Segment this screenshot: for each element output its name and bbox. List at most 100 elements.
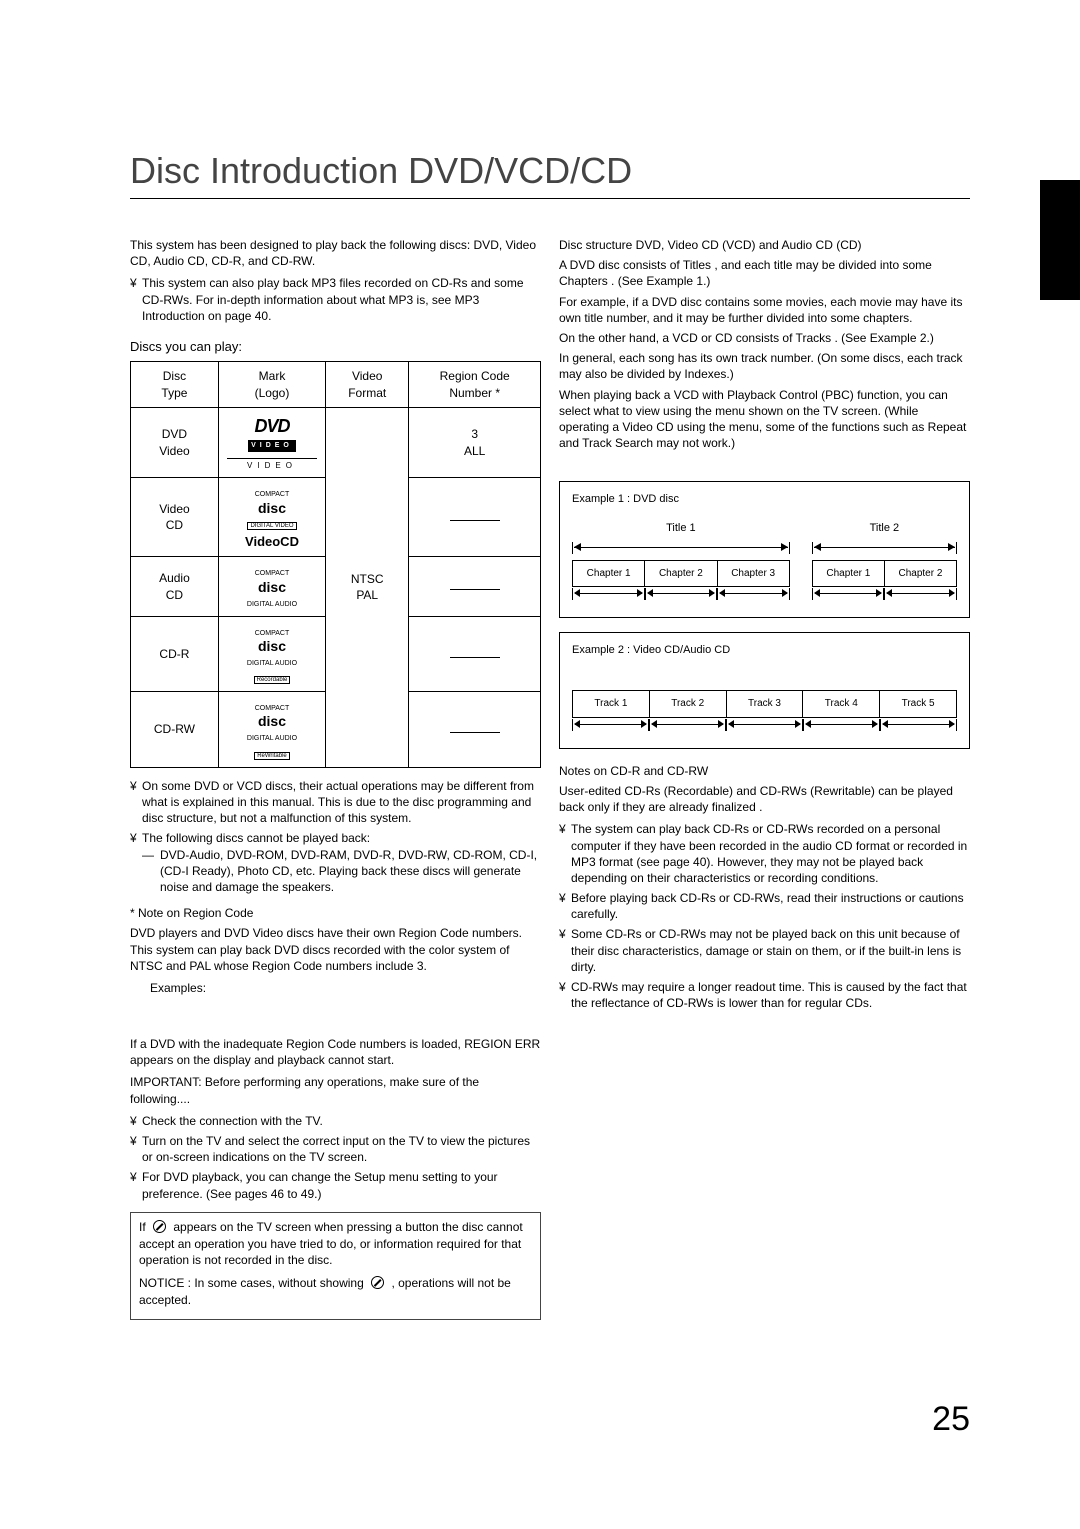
imp-2: Turn on the TV and select the correct in… bbox=[130, 1133, 541, 1165]
compact-label: COMPACT bbox=[255, 705, 289, 712]
row-cdrw-type: CD-RW bbox=[131, 692, 219, 768]
row-audiocd-type: Audio CD bbox=[131, 557, 219, 616]
cdr-disc-logo: COMPACT disc DIGITAL AUDIO Recordable bbox=[227, 630, 317, 683]
ex2-t4: Track 4 bbox=[803, 690, 880, 718]
cdr-n4: CD-RWs may require a longer readout time… bbox=[559, 979, 970, 1011]
row-cdrw-logo: COMPACT disc DIGITAL AUDIO ReWritable bbox=[218, 692, 325, 768]
region-err: If a DVD with the inadequate Region Code… bbox=[130, 1036, 541, 1068]
rewritable-label: ReWritable bbox=[254, 752, 290, 760]
important-head: IMPORTANT: Before performing any operati… bbox=[130, 1074, 541, 1106]
left-notes-list: On some DVD or VCD discs, their actual o… bbox=[130, 778, 541, 895]
ex1-ch2: Chapter 2 bbox=[645, 560, 717, 588]
prohibit-icon bbox=[371, 1276, 384, 1289]
th-disc-type: Disc Type bbox=[131, 362, 219, 407]
example-1-label: Example 1 : DVD disc bbox=[572, 492, 957, 507]
ex1-title-row: Title 1 Chapter 1 Chapter 2 Chapter 3 bbox=[572, 521, 957, 601]
digital-audio-label: DIGITAL AUDIO bbox=[247, 735, 297, 742]
row-audiocd-logo: COMPACT disc DIGITAL AUDIO bbox=[218, 557, 325, 616]
intro-p1: This system has been designed to play ba… bbox=[130, 237, 541, 269]
row-vcd-logo: COMPACT disc DIGITAL VIDEO VideoCD bbox=[218, 478, 325, 557]
row-dvd-logo: DVD VIDEO VIDEO bbox=[218, 407, 325, 478]
ex1-ch1: Chapter 1 bbox=[572, 560, 645, 588]
th-mark: Mark (Logo) bbox=[218, 362, 325, 407]
notice-p1a: If bbox=[139, 1220, 146, 1234]
ex1-title1-span bbox=[572, 542, 790, 554]
compact-label: COMPACT bbox=[255, 630, 289, 637]
right-column: Disc structure DVD, Video CD (VCD) and A… bbox=[559, 237, 970, 1320]
row-cdrw-region bbox=[409, 692, 541, 768]
notice-p2a: NOTICE : In some cases, without showing bbox=[139, 1276, 364, 1290]
compact-label: COMPACT bbox=[255, 491, 289, 498]
page-number: 25 bbox=[932, 1400, 970, 1439]
disc-label: disc bbox=[227, 714, 317, 728]
row-dvd-type: DVD Video bbox=[131, 407, 219, 478]
dash-icon bbox=[450, 520, 500, 521]
example-2-box: Example 2 : Video CD/Audio CD Track 1 Tr… bbox=[559, 632, 970, 748]
ex1-title2: Title 2 bbox=[812, 521, 957, 536]
cdr-n3: Some CD-Rs or CD-RWs may not be played b… bbox=[559, 926, 970, 975]
notice-p1: If appears on the TV screen when pressin… bbox=[139, 1219, 532, 1269]
region-note-head: * Note on Region Code bbox=[130, 905, 541, 921]
disc-table: Disc Type Mark (Logo) Video Format Regio… bbox=[130, 361, 541, 767]
ex2-t2: Track 2 bbox=[650, 690, 727, 718]
ex1-ch1b: Chapter 1 bbox=[812, 560, 885, 588]
cdr-notes: The system can play back CD-Rs or CD-RWs… bbox=[559, 821, 970, 1011]
disc-label: disc bbox=[227, 501, 317, 515]
digital-audio-label: DIGITAL AUDIO bbox=[247, 660, 297, 667]
ex1-arrows-2 bbox=[812, 587, 957, 601]
intro-bullets: This system can also play back MP3 files… bbox=[130, 275, 541, 324]
videocd-label: VideoCD bbox=[227, 533, 317, 551]
row-vcd-region bbox=[409, 478, 541, 557]
left-note-2-text: The following discs cannot be played bac… bbox=[142, 831, 370, 845]
ex1-ch3: Chapter 3 bbox=[718, 560, 790, 588]
left-column: This system has been designed to play ba… bbox=[130, 237, 541, 1320]
notice-box: If appears on the TV screen when pressin… bbox=[130, 1212, 541, 1320]
video-label: VIDEO bbox=[227, 458, 317, 472]
th-region-code: Region Code Number * bbox=[409, 362, 541, 407]
example-2-label: Example 2 : Video CD/Audio CD bbox=[572, 643, 957, 658]
struct-p2: For example, if a DVD disc contains some… bbox=[559, 294, 970, 326]
ex1-ch2b: Chapter 2 bbox=[885, 560, 957, 588]
digital-audio-label: DIGITAL AUDIO bbox=[247, 601, 297, 608]
side-tab bbox=[1040, 180, 1080, 300]
two-column-layout: This system has been designed to play ba… bbox=[130, 237, 970, 1320]
audiocd-disc-logo: COMPACT disc DIGITAL AUDIO bbox=[227, 570, 317, 607]
digital-video-label: DIGITAL VIDEO bbox=[247, 522, 296, 530]
ex1-title2-group: Title 2 Chapter 1 Chapter 2 bbox=[812, 521, 957, 601]
row-vcd-type: Video CD bbox=[131, 478, 219, 557]
struct-p1: A DVD disc consists of Titles , and each… bbox=[559, 257, 970, 289]
ex2-arrows bbox=[572, 718, 957, 732]
imp-3: For DVD playback, you can change the Set… bbox=[130, 1169, 541, 1201]
dvd-logo: DVD VIDEO bbox=[248, 414, 296, 452]
ex1-title2-span bbox=[812, 542, 957, 554]
compact-label: COMPACT bbox=[255, 570, 289, 577]
left-note-2: The following discs cannot be played bac… bbox=[130, 830, 541, 895]
cdr-n1: The system can play back CD-Rs or CD-RWs… bbox=[559, 821, 970, 886]
disc-label: disc bbox=[227, 639, 317, 653]
left-note-2-sub: DVD-Audio, DVD-ROM, DVD-RAM, DVD-R, DVD-… bbox=[142, 847, 541, 896]
ex1-title1: Title 1 bbox=[572, 521, 790, 536]
ex1-chapters-2: Chapter 1 Chapter 2 bbox=[812, 560, 957, 588]
dash-icon bbox=[450, 589, 500, 590]
ex2-t3: Track 3 bbox=[727, 690, 804, 718]
cdrw-disc-logo: COMPACT disc DIGITAL AUDIO ReWritable bbox=[227, 705, 317, 758]
row-cdr-region bbox=[409, 616, 541, 692]
cdr-n2: Before playing back CD-Rs or CD-RWs, rea… bbox=[559, 890, 970, 922]
page-title: Disc Introduction DVD/VCD/CD bbox=[130, 150, 970, 192]
notice-p2: NOTICE : In some cases, without showing … bbox=[139, 1275, 532, 1309]
row-cdr-logo: COMPACT disc DIGITAL AUDIO Recordable bbox=[218, 616, 325, 692]
recordable-label: Recordable bbox=[254, 676, 291, 684]
important-list: Check the connection with the TV. Turn o… bbox=[130, 1113, 541, 1202]
video-format-cell: NTSC PAL bbox=[326, 407, 409, 767]
dash-icon bbox=[450, 657, 500, 658]
page-content: Disc Introduction DVD/VCD/CD This system… bbox=[0, 0, 1080, 1320]
struct-p4: In general, each song has its own track … bbox=[559, 350, 970, 382]
example-1-box: Example 1 : DVD disc Title 1 Chapter 1 C… bbox=[559, 481, 970, 618]
disc-label: disc bbox=[227, 580, 317, 594]
left-note-1: On some DVD or VCD discs, their actual o… bbox=[130, 778, 541, 827]
region-note-body: DVD players and DVD Video discs have the… bbox=[130, 925, 541, 974]
ex2-t1: Track 1 bbox=[572, 690, 650, 718]
th-video-format: Video Format bbox=[326, 362, 409, 407]
examples-label: Examples: bbox=[150, 980, 541, 996]
dash-icon bbox=[450, 732, 500, 733]
